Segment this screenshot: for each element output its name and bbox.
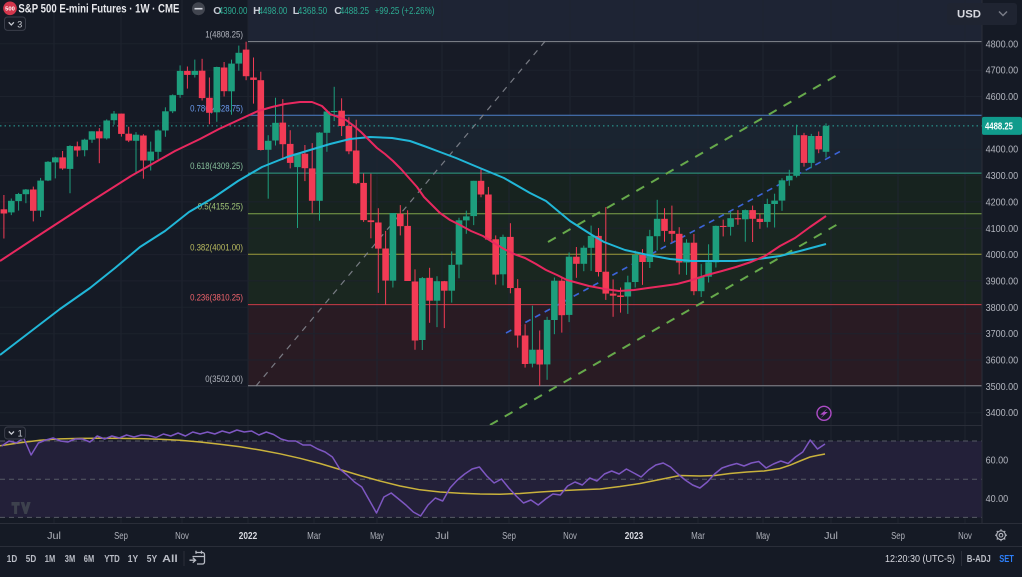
svg-text:C: C [334, 5, 342, 17]
svg-text:4488.25: 4488.25 [340, 5, 370, 17]
svg-text:4368.50: 4368.50 [298, 5, 328, 17]
svg-text:3500.00: 3500.00 [986, 382, 1019, 393]
svg-text:YTD: YTD [104, 553, 120, 565]
svg-text:0.5(4155.25): 0.5(4155.25) [198, 202, 243, 212]
svg-text:Sep: Sep [502, 531, 516, 542]
svg-text:May: May [756, 531, 770, 542]
svg-text:1Y: 1Y [128, 553, 138, 565]
svg-text:3400.00: 3400.00 [986, 408, 1019, 419]
svg-text:H: H [253, 5, 261, 17]
svg-text:3700.00: 3700.00 [986, 329, 1019, 340]
svg-text:Nov: Nov [175, 531, 189, 542]
svg-text:4390.00: 4390.00 [219, 5, 248, 17]
svg-text:Mar: Mar [307, 531, 321, 542]
svg-text:1D: 1D [7, 553, 18, 565]
svg-text:2022: 2022 [239, 531, 258, 542]
svg-text:12:20:30 (UTC-5): 12:20:30 (UTC-5) [885, 553, 955, 565]
svg-text:Mar: Mar [691, 531, 705, 542]
svg-text:Nov: Nov [958, 531, 972, 542]
svg-text:500: 500 [5, 6, 15, 12]
svg-text:S&P 500 E-mini Futures · 1W ·: S&P 500 E-mini Futures · 1W · CME [18, 3, 179, 15]
svg-text:3800.00: 3800.00 [986, 303, 1019, 314]
svg-text:4600.00: 4600.00 [986, 92, 1019, 103]
svg-text:O: O [213, 5, 221, 17]
svg-text:1: 1 [18, 429, 23, 439]
svg-text:3M: 3M [65, 553, 76, 565]
svg-text:USD: USD [957, 9, 981, 21]
svg-text:4200.00: 4200.00 [986, 197, 1019, 208]
svg-text:5Y: 5Y [147, 553, 157, 565]
svg-text:+99.25 (+2.26%): +99.25 (+2.26%) [375, 5, 435, 17]
svg-text:May: May [370, 531, 384, 542]
svg-text:1M: 1M [45, 553, 56, 565]
svg-text:4100.00: 4100.00 [986, 224, 1019, 235]
svg-text:Jul: Jul [47, 531, 61, 542]
svg-text:L: L [293, 5, 300, 17]
svg-text:4800.00: 4800.00 [986, 39, 1019, 50]
svg-text:4498.00: 4498.00 [259, 5, 288, 17]
svg-text:Sep: Sep [891, 531, 905, 542]
svg-text:Jul: Jul [824, 531, 838, 542]
svg-text:All: All [162, 553, 178, 565]
svg-text:3900.00: 3900.00 [986, 276, 1019, 287]
svg-text:0.236(3810.25): 0.236(3810.25) [190, 293, 243, 303]
svg-text:0(3502.00): 0(3502.00) [205, 374, 243, 384]
svg-text:0.618(4309.25): 0.618(4309.25) [190, 161, 243, 171]
svg-text:0.382(4001.00): 0.382(4001.00) [190, 242, 243, 252]
svg-text:60.00: 60.00 [986, 456, 1009, 467]
svg-text:3: 3 [17, 19, 22, 29]
svg-text:3600.00: 3600.00 [986, 356, 1019, 367]
svg-text:Nov: Nov [563, 531, 577, 542]
svg-text:4488.25: 4488.25 [985, 121, 1013, 132]
svg-text:2023: 2023 [625, 531, 644, 542]
svg-text:4400.00: 4400.00 [986, 145, 1019, 156]
svg-text:4000.00: 4000.00 [986, 250, 1019, 261]
svg-text:Jul: Jul [435, 531, 449, 542]
svg-text:1(4808.25): 1(4808.25) [205, 30, 243, 40]
svg-text:5D: 5D [26, 553, 37, 565]
svg-text:Sep: Sep [114, 531, 128, 542]
svg-text:SET: SET [999, 553, 1014, 565]
svg-text:B-ADJ: B-ADJ [967, 553, 991, 565]
svg-text:40.00: 40.00 [986, 494, 1009, 505]
svg-text:4300.00: 4300.00 [986, 171, 1019, 182]
svg-text:4700.00: 4700.00 [986, 66, 1019, 77]
svg-text:6M: 6M [84, 553, 95, 565]
